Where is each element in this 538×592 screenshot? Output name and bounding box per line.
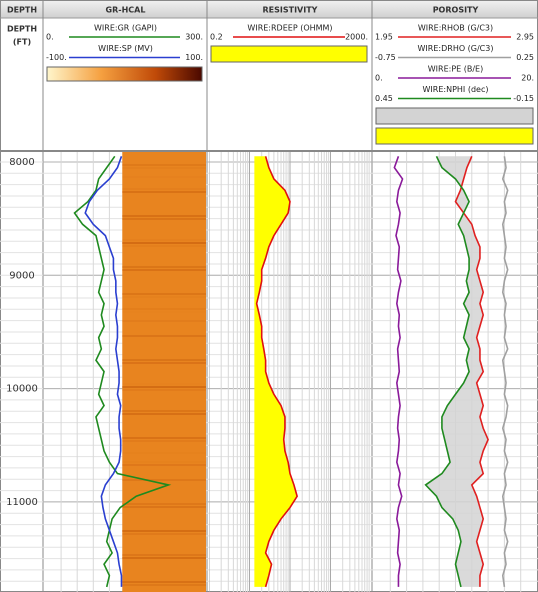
depth-track-title: DEPTH xyxy=(7,6,37,15)
track-title: GR-HCAL xyxy=(106,6,146,15)
header-bar xyxy=(0,0,538,18)
hcal-texture xyxy=(122,320,206,322)
hcal-texture xyxy=(122,383,206,385)
hcal-texture xyxy=(122,533,206,535)
hcal-texture xyxy=(122,293,206,295)
log-curve xyxy=(393,156,404,587)
hcal-texture xyxy=(122,530,206,532)
curve-name: WIRE:NPHI (dec) xyxy=(423,85,489,94)
hcal-texture xyxy=(122,218,206,220)
curve-name: WIRE:RDEEP (OHMM) xyxy=(247,24,332,33)
fill-legend xyxy=(210,45,368,63)
scale-max-label: -0.15 xyxy=(513,94,534,103)
hcal-texture xyxy=(122,452,206,454)
hcal-texture xyxy=(122,167,206,169)
hcal-texture xyxy=(122,176,206,178)
hcal-texture xyxy=(122,311,206,313)
crossover-legend xyxy=(375,127,534,145)
hcal-texture xyxy=(122,581,206,583)
log-curve xyxy=(73,155,172,588)
curve-name: WIRE:RHOB (G/C3) xyxy=(418,24,493,33)
track-plot xyxy=(60,152,206,592)
hcal-texture xyxy=(122,461,206,463)
hcal-texture xyxy=(122,410,206,412)
hcal-texture xyxy=(122,503,206,505)
track-title: RESISTIVITY xyxy=(263,6,318,15)
hcal-texture xyxy=(122,362,206,364)
scale-min-label: -0.75 xyxy=(375,53,396,62)
scale-max-label: 0.25 xyxy=(516,53,534,62)
track-plot xyxy=(389,152,522,592)
scale-max-label: 20. xyxy=(521,74,534,83)
scale-min-label: 0. xyxy=(375,74,383,83)
curve-name: WIRE:PE (B/E) xyxy=(428,65,483,74)
scale-min-label: 1.95 xyxy=(375,33,393,42)
hcal-texture xyxy=(122,191,206,193)
scale-max-label: 300. xyxy=(185,33,203,42)
hcal-texture xyxy=(122,557,206,559)
track-plot xyxy=(209,152,370,592)
curve-name: WIRE:GR (GAPI) xyxy=(94,24,157,33)
hcal-texture xyxy=(122,440,206,442)
log-curve xyxy=(84,156,123,587)
log-curve xyxy=(255,156,298,588)
hcal-fill xyxy=(122,152,206,592)
resistivity-fill xyxy=(254,156,298,587)
hcal-texture xyxy=(122,296,206,298)
hcal-texture xyxy=(122,554,206,556)
y-tick-label: 10000 xyxy=(6,384,38,395)
hcal-texture xyxy=(122,437,206,439)
curve-name: WIRE:SP (MV) xyxy=(98,44,153,53)
scale-max-label: 100. xyxy=(185,53,203,62)
hcal-texture xyxy=(122,188,206,190)
hcal-texture xyxy=(122,164,206,166)
y-tick-label: 11000 xyxy=(6,497,38,508)
hcal-colorbar xyxy=(46,66,203,82)
hcal-texture xyxy=(122,215,206,217)
hcal-texture xyxy=(122,386,206,388)
y-tick-label: 9000 xyxy=(9,270,34,281)
log-curve xyxy=(501,156,509,588)
scale-min-label: 0.45 xyxy=(375,94,393,103)
scale-min-label: 0. xyxy=(46,33,54,42)
hcal-texture xyxy=(122,269,206,271)
porosity-fill xyxy=(425,156,489,587)
hcal-texture xyxy=(122,479,206,481)
hcal-texture xyxy=(122,335,206,337)
hcal-texture xyxy=(122,413,206,415)
log-curve xyxy=(424,155,470,588)
hcal-texture xyxy=(122,242,206,244)
hcal-texture xyxy=(122,239,206,241)
hcal-texture xyxy=(122,359,206,361)
scale-max-label: 2000. xyxy=(345,33,368,42)
y-axis-label: DEPTH xyxy=(7,25,37,34)
hcal-texture xyxy=(122,506,206,508)
y-tick-label: 8000 xyxy=(9,157,34,168)
hcal-texture xyxy=(122,464,206,466)
scale-min-label: -100. xyxy=(46,53,67,62)
y-axis-unit: (FT) xyxy=(13,38,31,47)
track-title: POROSITY xyxy=(433,6,479,15)
hcal-texture xyxy=(122,308,206,310)
fill-legend xyxy=(375,107,534,125)
log-curve xyxy=(454,155,489,587)
hcal-texture xyxy=(122,389,206,391)
curve-name: WIRE:DRHO (G/C3) xyxy=(418,44,494,53)
hcal-texture xyxy=(122,584,206,586)
hcal-texture xyxy=(122,245,206,247)
scale-max-label: 2.95 xyxy=(516,33,534,42)
hcal-texture xyxy=(122,266,206,268)
scale-min-label: 0.2 xyxy=(210,33,223,42)
